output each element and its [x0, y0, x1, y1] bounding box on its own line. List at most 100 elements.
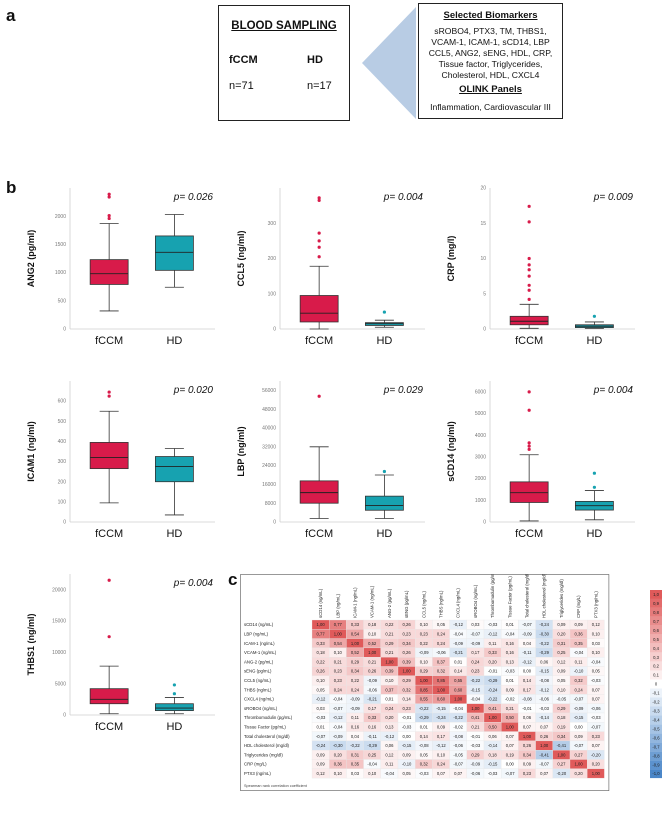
- heatmap-column-label: ANG-2 (pg/mL): [387, 588, 392, 618]
- legend-swatch: [650, 733, 662, 743]
- heatmap-cell-value: -0,01: [402, 715, 412, 720]
- y-tick-label: 0: [273, 327, 276, 333]
- heatmap-row-label: ICAM-1 (ng/mL): [244, 641, 275, 646]
- heatmap-cell-value: 0,18: [317, 650, 326, 655]
- y-tick-label: 100: [58, 499, 67, 505]
- heatmap-cell-value: 0,36: [334, 762, 343, 767]
- legend-tick-label: 0,6: [653, 628, 659, 633]
- heatmap-cell-value: 1,00: [351, 641, 360, 646]
- heatmap-cell-value: 0,07: [437, 771, 446, 776]
- box-hd: [154, 214, 194, 288]
- heatmap-cell-value: 0,00: [506, 762, 515, 767]
- heatmap-cell-value: 0,17: [368, 706, 377, 711]
- iqr-box: [509, 315, 549, 326]
- legend-tick-label: -0,6: [652, 735, 660, 740]
- heatmap-cell-value: 0,07: [454, 771, 463, 776]
- heatmap-cell-value: 1,00: [368, 650, 377, 655]
- heatmap-column-label: VCAM-1 (ng/mL): [370, 585, 375, 618]
- heatmap-cell-value: -0,01: [522, 706, 532, 711]
- heatmap-cell-value: -0,04: [574, 650, 584, 655]
- outlier-point: [527, 441, 531, 445]
- outlier-point: [527, 444, 531, 448]
- selected-biomarkers-list: sROBO4, PTX3, TM, THBS1, VCAM-1, ICAM-1,…: [428, 26, 553, 80]
- heatmap-cell-value: -0,05: [453, 752, 463, 757]
- boxplot-ccl5: 0 100 200 300 CCL5 (ng/ml) p= 0.004 fCCM HD: [236, 188, 425, 347]
- box-fccm: [509, 390, 549, 522]
- category-label: fCCM: [305, 528, 333, 540]
- p-value-label: p= 0.004: [173, 578, 214, 589]
- heatmap-cell-value: 0,11: [351, 715, 360, 720]
- heatmap-cell-value: 1,00: [420, 678, 429, 683]
- heatmap-cell-value: 1,00: [523, 734, 532, 739]
- iqr-box: [154, 703, 194, 712]
- outlier-point: [317, 255, 321, 259]
- outlier-point: [107, 216, 111, 221]
- outlier-point: [527, 204, 531, 208]
- category-label: fCCM: [305, 335, 333, 347]
- legend-swatch: [650, 661, 662, 671]
- heatmap-cell-value: -0,24: [488, 687, 498, 692]
- heatmap-cell-value: -0,08: [453, 734, 463, 739]
- legend-tick-label: 0: [655, 682, 658, 687]
- heatmap-cell-value: 0,13: [506, 659, 515, 664]
- heatmap-cell-value: 0,03: [317, 706, 326, 711]
- heatmap-cell-value: -0,08: [539, 678, 549, 683]
- heatmap-cell-value: -0,07: [574, 697, 584, 702]
- heatmap-cell-value: 0,33: [368, 715, 377, 720]
- heatmap-cell-value: 0,32: [403, 687, 412, 692]
- heatmap-cell-value: -0,07: [453, 762, 463, 767]
- heatmap-cell-value: 0,16: [506, 650, 515, 655]
- y-tick-label: 600: [58, 399, 67, 405]
- heatmap-cell-value: 0,52: [368, 641, 377, 646]
- y-tick-label: 20000: [52, 587, 66, 593]
- boxplot-scd14: 0 1000 2000 3000 4000 5000 6000 sCD14 (ng/ml) p=…: [446, 381, 635, 540]
- y-tick-label: 500: [58, 419, 67, 425]
- outlier-point: [527, 408, 531, 412]
- y-tick-label: 5000: [475, 411, 486, 417]
- heatmap-cell-value: -0,09: [350, 697, 360, 702]
- heatmap-cell-value: 0,34: [351, 669, 360, 674]
- panel-a-letter: a: [6, 6, 16, 25]
- y-tick-label: 0: [483, 520, 486, 526]
- heatmap-cell-value: -0,09: [574, 706, 584, 711]
- heatmap-cell-value: 0,34: [523, 752, 532, 757]
- heatmap-cell-value: 0,05: [420, 752, 429, 757]
- heatmap-cell-value: 0,24: [351, 687, 360, 692]
- outlier-point: [592, 471, 596, 475]
- heatmap-row-label: sENG (pg/mL): [244, 669, 272, 674]
- y-axis-label: CCL5 (ng/ml): [236, 231, 246, 287]
- y-tick-label: 100: [268, 291, 277, 297]
- legend-tick-label: -0,1: [652, 691, 660, 696]
- heatmap-cell-value: 0,85: [420, 687, 429, 692]
- y-tick-label: 0: [483, 327, 486, 333]
- heatmap-cell-value: -0,22: [419, 706, 429, 711]
- legend-tick-label: -0,5: [652, 726, 660, 731]
- y-tick-label: 48000: [262, 407, 276, 413]
- heatmap-cell-value: -0,14: [539, 715, 549, 720]
- legend-swatch: [650, 590, 662, 599]
- y-tick-label: 500: [58, 298, 67, 304]
- heatmap-cell-value: 0,09: [317, 752, 326, 757]
- legend-tick-label: -0,9: [652, 762, 660, 767]
- heatmap-cell-value: 0,39: [385, 669, 394, 674]
- legend-tick-label: -0,2: [652, 700, 660, 705]
- iqr-box: [89, 688, 129, 705]
- heatmap-cell-value: 0,07: [506, 734, 515, 739]
- box-hd: [364, 310, 404, 328]
- outlier-point: [107, 578, 111, 582]
- heatmap-cell-value: -0,12: [522, 659, 532, 664]
- heatmap-cell-value: 0,35: [351, 762, 360, 767]
- iqr-box: [299, 480, 339, 504]
- heatmap-cell: [587, 768, 605, 779]
- heatmap-cell-value: 0,25: [557, 650, 566, 655]
- heatmap-column-label: Total cholesterol (mg/dl): [525, 574, 530, 618]
- heatmap-cell-value: 0,20: [557, 631, 566, 636]
- heatmap-cell-value: 0,27: [575, 752, 584, 757]
- legend-tick-label: 0,1: [653, 673, 659, 678]
- heatmap-cell-value: 0,29: [420, 669, 429, 674]
- heatmap-cell-value: 0,24: [471, 659, 480, 664]
- heatmap-cell-value: -0,09: [350, 706, 360, 711]
- heatmap-cell-value: 0,10: [334, 771, 343, 776]
- heatmap-cell-value: -0,04: [471, 697, 481, 702]
- legend-tick-label: 0,4: [653, 646, 659, 651]
